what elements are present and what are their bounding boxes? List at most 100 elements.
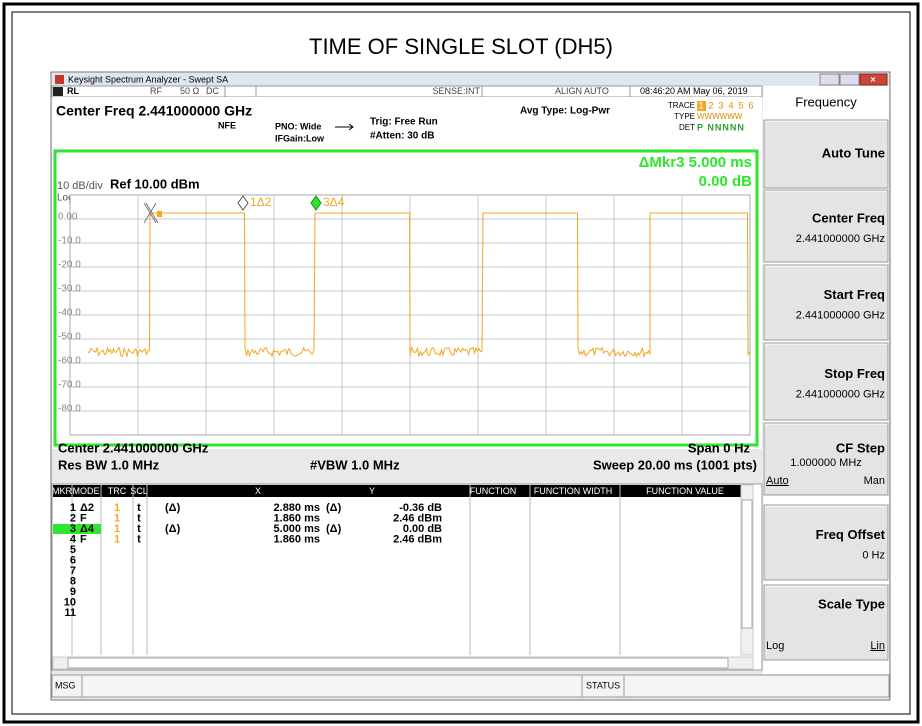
table-cell: F	[80, 533, 87, 545]
label: Avg Type: Log-Pwr	[520, 106, 610, 117]
softkey-option: Log	[766, 640, 784, 652]
table-cell: 1	[114, 512, 120, 524]
column-header: X	[255, 486, 261, 496]
softkey-option: Man	[864, 475, 885, 487]
h-scroll-thumb[interactable]	[67, 657, 729, 669]
softkey-value: 0 Hz	[862, 549, 885, 561]
marker-3	[310, 195, 322, 211]
table-header	[53, 485, 741, 497]
marker-x	[143, 202, 159, 224]
marker-value: 0.00 dB	[699, 173, 753, 190]
trigger-arrow	[335, 123, 354, 131]
y-axis-label: -70.0	[58, 380, 81, 391]
msg-bar	[51, 674, 890, 698]
label: #Atten: 30 dB	[370, 131, 434, 142]
label: Center 2.441000000 GHz	[58, 440, 209, 455]
trace-number: 2	[708, 100, 713, 110]
close-icon: ×	[870, 74, 875, 84]
page-title: TIME OF SINGLE SLOT (DH5)	[309, 34, 613, 59]
window-title: Keysight Spectrum Analyzer - Swept SA	[68, 74, 228, 84]
label: WWWWWW	[697, 112, 743, 121]
table-cell: 2.880 ms	[274, 502, 320, 514]
table-cell: 1	[114, 502, 120, 514]
table-cell: 7	[70, 565, 76, 577]
table-cell: F	[80, 512, 87, 524]
label: ALIGN AUTO	[555, 86, 609, 96]
softkey-label: Center Freq	[812, 210, 885, 225]
table-cell: 5	[70, 544, 76, 556]
marker-3-label: 3Δ4	[323, 195, 345, 209]
close-button[interactable]	[859, 73, 888, 86]
softkey[interactable]	[763, 119, 889, 189]
y-axis-label: -20.0	[58, 260, 81, 271]
table-cell: 0.00 dB	[403, 523, 442, 535]
softkey-value: 2.441000000 GHz	[796, 233, 885, 245]
y-axis-label: -30.0	[58, 284, 81, 295]
table-cell: t	[137, 502, 141, 514]
column-header: Y	[369, 486, 375, 496]
label: STATUS	[586, 680, 620, 690]
trace-number: 1	[698, 100, 703, 110]
softkey-label: CF Step	[836, 440, 885, 455]
table-cell: (Δ)	[165, 502, 181, 514]
label: DC	[206, 86, 219, 96]
title-bar	[52, 73, 889, 86]
table-cell: 2.46 dBm	[393, 533, 442, 545]
softkey[interactable]	[763, 584, 889, 661]
label: Sweep 20.00 ms (1001 pts)	[593, 457, 757, 472]
table-cell: 5.000 ms	[274, 523, 320, 535]
trace-number: 4	[728, 100, 733, 110]
softkey-value: 1.000000 MHz	[790, 457, 862, 469]
softkey[interactable]	[763, 189, 889, 263]
softkey[interactable]	[763, 504, 889, 581]
label: Ref 10.00 dBm	[110, 176, 200, 191]
label: Res BW 1.0 MHz	[58, 457, 160, 472]
table-cell: 2	[70, 512, 76, 524]
y-axis-label: -10.0	[58, 236, 81, 247]
active-row	[53, 524, 101, 534]
table-cell: 4	[70, 533, 77, 545]
label: Log	[57, 193, 74, 204]
table-cell: t	[137, 523, 141, 535]
app-icon	[55, 75, 64, 84]
active-trace	[697, 101, 706, 111]
table-cell: 1.860 ms	[274, 512, 320, 524]
label: Span 0 Hz	[688, 440, 751, 455]
table-cell: Δ2	[80, 502, 94, 514]
softkey-label: Start Freq	[824, 287, 885, 302]
y-axis-label: -60.0	[58, 356, 81, 367]
softkey-label: Stop Freq	[824, 366, 885, 381]
table-cell: 10	[64, 596, 76, 608]
v-scroll-thumb[interactable]	[741, 499, 753, 629]
maximize-button[interactable]	[839, 73, 860, 86]
column-header: FUNCTION	[470, 486, 517, 496]
label: 50 Ω	[180, 86, 200, 96]
table-cell: -0.36 dB	[399, 502, 442, 514]
column-header: FUNCTION VALUE	[646, 486, 724, 496]
column-header: SCL	[130, 486, 148, 496]
minimize-button[interactable]	[819, 73, 840, 86]
softkey-label: Scale Type	[818, 596, 885, 611]
label: PNO: Wide	[275, 121, 321, 131]
y-axis-label: 0.00	[58, 212, 78, 223]
softkey[interactable]	[763, 422, 889, 496]
column-header: MKR	[52, 486, 73, 496]
marker-table	[51, 483, 763, 671]
table-cell: (Δ)	[165, 523, 181, 535]
table-cell: (Δ)	[326, 502, 342, 514]
trace-number: 3	[718, 100, 723, 110]
table-cell: t	[137, 512, 141, 524]
y-axis-label: -40.0	[58, 308, 81, 319]
marker-1-label: 1Δ2	[250, 195, 272, 209]
trace-number: 6	[748, 100, 753, 110]
softkey[interactable]	[763, 342, 889, 421]
table-cell: 3	[70, 523, 76, 535]
label: P NNNNN	[697, 122, 745, 132]
label: 10 dB/div	[57, 180, 103, 192]
table-cell: 1.860 ms	[274, 533, 320, 545]
label: #VBW 1.0 MHz	[310, 457, 400, 472]
label: IFGain:Low	[275, 133, 325, 143]
softkey-value: 2.441000000 GHz	[796, 309, 885, 321]
softkey[interactable]	[763, 264, 889, 341]
label: RF	[150, 86, 162, 96]
